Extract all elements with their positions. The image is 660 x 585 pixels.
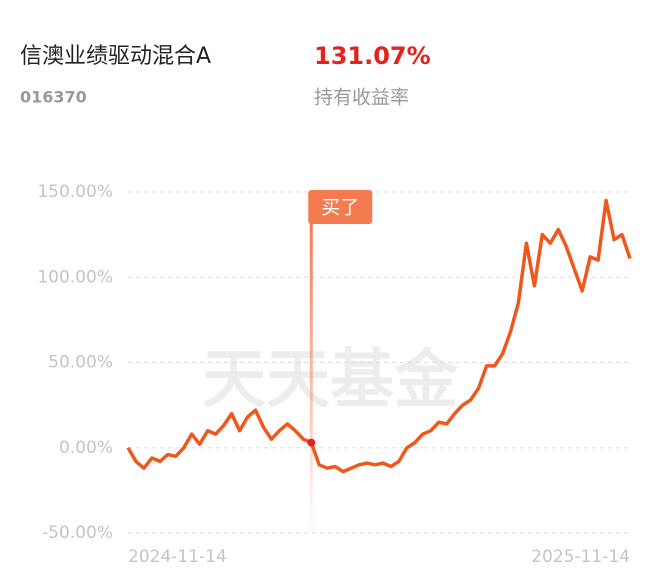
buy-badge (308, 190, 373, 224)
return-value: 131.07% (314, 42, 431, 70)
fund-code: 016370 (20, 88, 87, 107)
buy-point (307, 438, 316, 447)
buy-line (309, 222, 313, 533)
line-series (126, 198, 632, 474)
buy-label: 买了 (321, 197, 359, 219)
return-label: 持有收益率 (314, 87, 409, 109)
y-tick-label: 100.00% (37, 267, 113, 287)
watermark: 天天基金 (202, 343, 459, 418)
y-tick-label: 50.00% (48, 353, 113, 373)
x-tick-label: 2024-11-14 (128, 547, 227, 567)
y-tick-label: -50.00% (42, 523, 113, 543)
fund-name: 信澳业绩驱动混合A (20, 44, 211, 69)
y-tick-label: 0.00% (59, 438, 113, 458)
y-tick-label: 150.00% (37, 182, 113, 202)
x-tick-label: 2025-11-14 (531, 547, 630, 567)
